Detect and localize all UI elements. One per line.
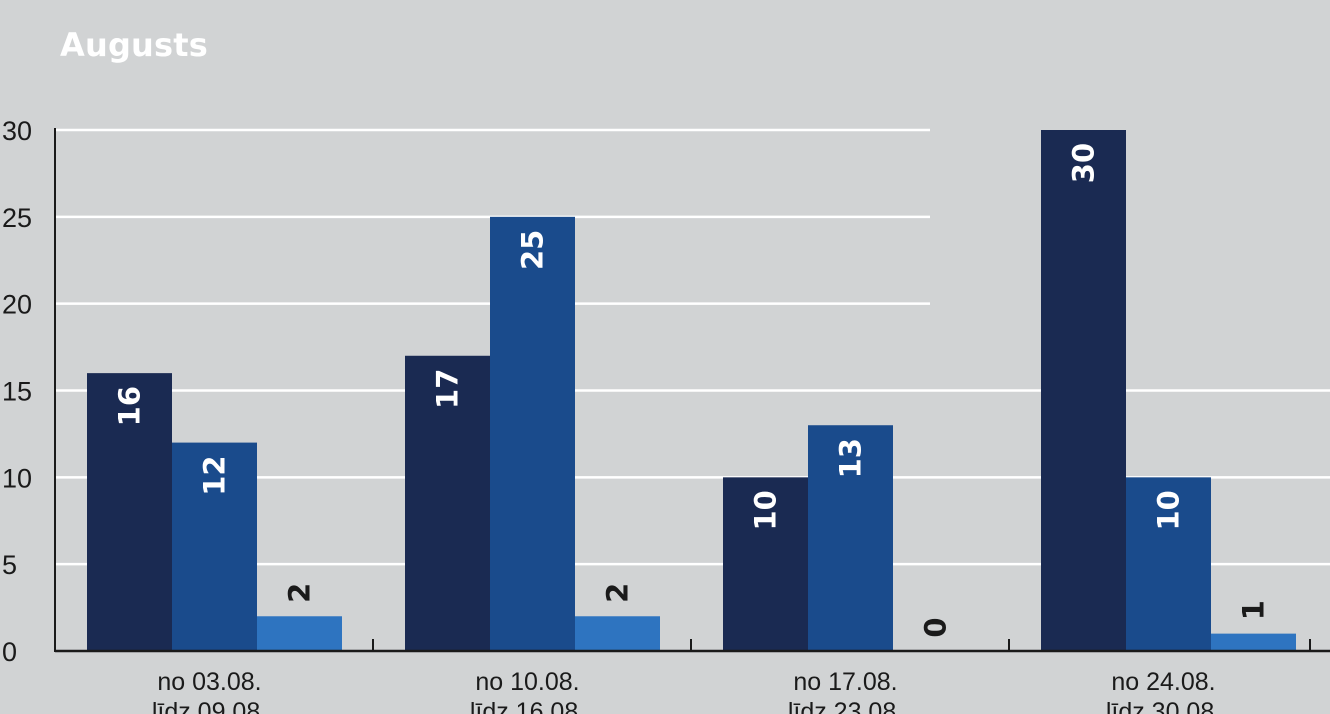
x-tick-label: līdz 09.08.	[152, 698, 267, 714]
y-tick-label: 20	[2, 290, 32, 320]
chart-title: Augusts	[60, 26, 209, 64]
bar	[1041, 130, 1126, 651]
x-tick-label: no 10.08.	[475, 668, 579, 696]
data-label: 10	[1152, 490, 1186, 530]
x-tick-label: no 17.08.	[793, 668, 897, 696]
data-label: 2	[283, 583, 317, 603]
bar	[1211, 633, 1296, 651]
bar	[257, 616, 342, 651]
data-label: 30	[1067, 143, 1101, 183]
x-tick-label: no 24.08.	[1111, 668, 1215, 696]
data-label: 25	[516, 230, 550, 270]
bar	[723, 477, 808, 651]
y-tick-label: 30	[2, 116, 32, 146]
y-tick-label: 25	[2, 203, 32, 233]
data-label: 13	[834, 438, 868, 478]
y-tick-label: 10	[2, 463, 32, 493]
y-tick-label: 15	[2, 377, 32, 407]
bar	[405, 355, 490, 651]
data-label: 17	[431, 369, 465, 409]
x-tick-label: no 03.08.	[157, 668, 261, 696]
x-tick-label: līdz 23.08.	[788, 698, 903, 714]
bar	[808, 425, 893, 651]
x-tick-label: līdz 30.08.	[1106, 698, 1221, 714]
y-tick-label: 5	[2, 550, 17, 580]
bar	[172, 442, 257, 651]
data-label: 16	[113, 386, 147, 426]
data-label: 1	[1237, 600, 1271, 620]
x-tick-label: līdz 16.08.	[470, 698, 585, 714]
bar	[490, 216, 575, 652]
data-label: 0	[919, 617, 953, 637]
bar	[575, 616, 660, 651]
data-label: 2	[601, 583, 635, 603]
y-tick-label: 0	[2, 637, 17, 667]
bar	[87, 373, 172, 651]
bar	[1126, 477, 1211, 651]
data-label: 12	[198, 455, 232, 495]
data-label: 10	[749, 490, 783, 530]
